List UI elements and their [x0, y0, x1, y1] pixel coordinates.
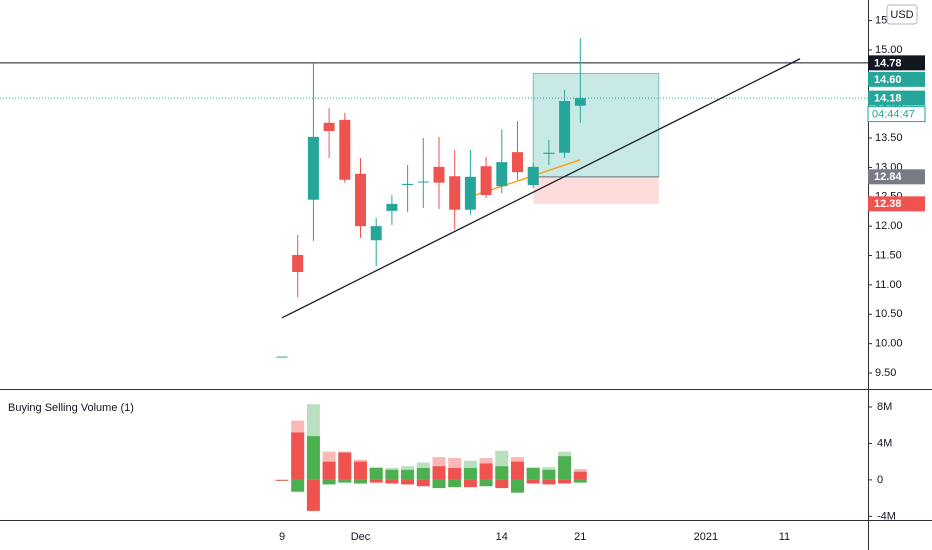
x-tick-label: Dec: [351, 531, 371, 543]
y-tick-label: 10.00: [875, 338, 903, 350]
position-loss-zone: [533, 176, 659, 204]
volume-bar: [306, 479, 320, 511]
y-tick-label: 0: [877, 474, 883, 486]
price-label: 12.38: [874, 198, 902, 210]
candle-body: [480, 166, 492, 196]
volume-bar: [291, 479, 305, 492]
y-tick-label: 4M: [877, 437, 892, 449]
marks: 9.5010.0010.5011.0011.5012.0012.5013.001…: [0, 4, 926, 543]
volume-bar: [401, 479, 415, 485]
volume-bar: [385, 479, 399, 484]
volume-bar: [275, 479, 289, 481]
volume-bar: [385, 469, 399, 480]
volume-bar: [369, 479, 383, 483]
volume-bar: [511, 479, 524, 493]
candle-body: [386, 203, 398, 211]
candle-body: [559, 101, 571, 153]
y-tick-label: 11.00: [875, 279, 902, 291]
price-label: 14.18: [874, 93, 902, 105]
volume-bar: [573, 479, 587, 483]
candle-body: [527, 166, 539, 186]
price-label: 14.78: [874, 57, 902, 69]
volume-bar: [338, 452, 352, 480]
candle-body: [433, 166, 445, 183]
x-tick-label: 21: [574, 531, 586, 543]
currency: USD: [890, 9, 913, 21]
volume-bar: [542, 479, 556, 485]
x-tick-label: 14: [496, 531, 508, 543]
y-tick-label: 9.50: [875, 367, 896, 379]
volume-bar: [338, 479, 352, 483]
candle-body: [370, 226, 382, 241]
volume-bar: [306, 436, 320, 480]
y-tick-label: 11.50: [875, 249, 902, 261]
volume-bar: [479, 463, 493, 480]
volume-bar: [369, 468, 383, 480]
x-tick-label: 2021: [694, 531, 718, 543]
candle-body: [323, 122, 335, 131]
candle-body: [574, 98, 586, 106]
y-tick-label: 12.00: [875, 220, 903, 232]
price-label-box: [868, 55, 925, 71]
volume-bar: [526, 479, 540, 484]
volume-bar: [495, 479, 509, 489]
countdown: 04:44:47: [872, 109, 915, 121]
volume-bar: [432, 466, 446, 480]
volume-bar: [479, 479, 493, 487]
candle-body: [496, 162, 508, 187]
y-tick-label: 8M: [877, 401, 892, 413]
x-tick-label: 11: [779, 531, 790, 543]
position-profit-zone: [532, 72, 660, 178]
candle-body: [449, 176, 461, 210]
price-label: 12.84: [874, 171, 902, 183]
candle-body: [276, 356, 288, 358]
candle-body: [292, 254, 304, 272]
volume-bar: [558, 456, 572, 480]
price-label-box: [868, 169, 925, 185]
volume-bar: [558, 479, 572, 484]
x-tick-label: 9: [279, 531, 285, 543]
candle-body: [417, 181, 429, 183]
volume-bar: [354, 461, 367, 480]
volume-bar: [291, 432, 305, 480]
y-tick-label: 10.50: [875, 308, 903, 320]
candle-body: [543, 152, 555, 154]
candle-body: [402, 183, 414, 186]
volume-bar: [322, 461, 336, 480]
volume-bar: [354, 479, 367, 484]
volume-bar: [401, 469, 415, 480]
y-tick-label: -4M: [877, 510, 896, 522]
candle-body: [339, 119, 351, 180]
volume-bar: [448, 479, 462, 488]
candle-body: [512, 152, 523, 173]
volume-bar: [511, 461, 524, 480]
volume-bar: [526, 468, 540, 480]
candle-body: [355, 173, 366, 227]
countdown-box: [867, 106, 926, 123]
volume-bar: [322, 479, 336, 485]
y-tick-label: 15.00: [875, 44, 903, 56]
volume-title: Buying Selling Volume (1): [8, 402, 134, 414]
volume-bar: [416, 479, 430, 487]
volume-bar: [463, 468, 477, 480]
trendline: [281, 58, 801, 319]
price-label-box: [868, 90, 925, 106]
volume-bar: [495, 466, 509, 480]
volume-bar: [416, 468, 430, 480]
candle-body: [307, 136, 319, 200]
price-label-box: [868, 196, 925, 212]
volume-bar: [448, 468, 462, 480]
y-tick-label: 13.50: [875, 132, 903, 144]
volume-bar: [573, 471, 587, 480]
currency-box: [886, 4, 918, 25]
price-label-box: [868, 71, 925, 87]
volume-bar: [463, 479, 477, 488]
volume-bar: [542, 469, 556, 480]
volume-bar: [432, 479, 446, 489]
price-label: 14.60: [874, 74, 902, 86]
candle-body: [464, 176, 476, 210]
